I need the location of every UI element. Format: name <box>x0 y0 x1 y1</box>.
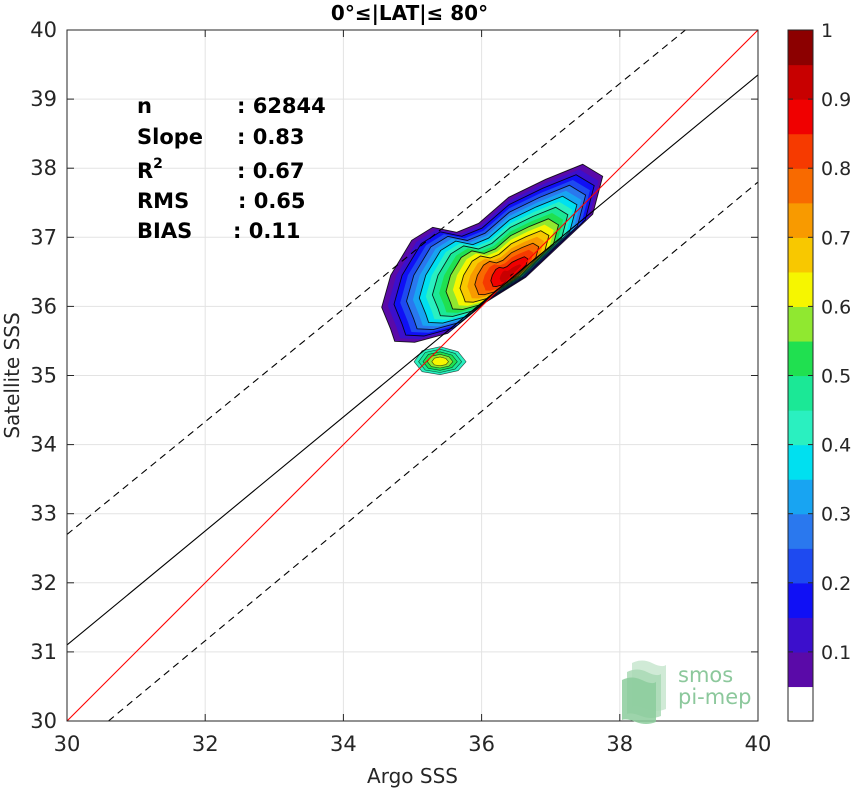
stat-label-bias: BIAS <box>137 219 192 243</box>
colorbar-tick-label-2: 0.3 <box>821 504 851 526</box>
colorbar-bin-5 <box>788 513 813 549</box>
y-tick-label-3: 33 <box>30 502 57 526</box>
logo-text-smos: smos <box>678 663 733 687</box>
x-tick-label-1: 32 <box>192 732 219 756</box>
lower-bound-line <box>108 181 758 721</box>
ticks <box>66 29 759 722</box>
colorbar-tick-label-1: 0.2 <box>821 573 851 595</box>
x-tick-label-2: 34 <box>330 732 357 756</box>
y-tick-label-1: 31 <box>30 640 57 664</box>
y-tick-label-5: 35 <box>30 364 57 388</box>
y-tick-label-9: 39 <box>30 87 57 111</box>
x-tick-label-5: 40 <box>745 732 772 756</box>
identity-line <box>67 30 758 721</box>
colorbar-bin-14 <box>788 202 813 238</box>
colorbar-tick-label-0: 0.1 <box>821 642 851 664</box>
y-tick-label-8: 38 <box>30 156 57 180</box>
colorbar-bin-4 <box>788 548 813 584</box>
colorbar-bin-17 <box>788 99 813 135</box>
density-contour-18 <box>499 264 522 282</box>
x-tick-label-3: 36 <box>468 732 495 756</box>
colorbar-tick-label-4: 0.5 <box>821 366 851 388</box>
y-tick-label-6: 36 <box>30 294 57 318</box>
y-tick-label-2: 32 <box>30 571 57 595</box>
colorbar-bin-15 <box>788 168 813 204</box>
x-axis-label: Argo SSS <box>367 764 458 788</box>
x-tick-label-0: 30 <box>54 732 81 756</box>
colorbar-bin-6 <box>788 479 813 515</box>
stat-value-rms: : 0.65 <box>238 189 306 213</box>
colorbar-bin-3 <box>788 582 813 618</box>
colorbar-bin-1 <box>788 651 813 688</box>
colorbar-bin-11 <box>788 306 813 342</box>
colorbar-tick-label-3: 0.4 <box>821 435 851 457</box>
colorbar-bin-7 <box>788 444 813 480</box>
colorbar-bin-2 <box>788 617 813 653</box>
colorbar-tick-label-8: 0.9 <box>821 89 851 111</box>
stat-label-superscript: 2 <box>153 156 163 172</box>
colorbar-bin-12 <box>788 271 813 307</box>
stat-label-slope: Slope <box>137 125 203 149</box>
y-tick-label-7: 37 <box>30 225 57 249</box>
logo-wave-icon-2 <box>622 677 656 724</box>
colorbar-bin-18 <box>788 64 813 100</box>
colorbar-bin-13 <box>788 237 813 273</box>
colorbar-bin-0 <box>788 686 813 722</box>
stat-value-r: : 0.67 <box>237 159 305 183</box>
colorbar-bin-19 <box>788 30 813 66</box>
grid <box>66 29 759 722</box>
x-tick-label-4: 38 <box>606 732 633 756</box>
stat-value-n: : 62844 <box>237 94 326 118</box>
upper-bound-line <box>67 30 686 535</box>
colorbar-tick-label-6: 0.7 <box>821 227 851 249</box>
density-lobe-11 <box>431 356 449 367</box>
colorbar-tick-label-7: 0.8 <box>821 158 851 180</box>
colorbar-tick-label-5: 0.6 <box>821 296 851 318</box>
stat-value-bias: : 0.11 <box>233 219 301 243</box>
stat-label-n: n <box>137 94 152 118</box>
stat-value-slope: : 0.83 <box>237 125 305 149</box>
colorbar-bin-9 <box>788 375 813 411</box>
reference-lines <box>67 30 758 721</box>
y-tick-label-10: 40 <box>30 18 57 42</box>
stat-label-rms: RMS <box>137 189 189 213</box>
density-contours <box>381 163 604 376</box>
y-tick-label-0: 30 <box>30 709 57 733</box>
chart-title: 0°≤|LAT|≤ 80° <box>331 1 488 25</box>
colorbar-tick-label-9: 1 <box>821 20 833 42</box>
logo-text-pi-mep: pi-mep <box>678 685 751 709</box>
regression-line <box>67 74 758 646</box>
colorbar-bin-16 <box>788 133 813 169</box>
colorbar: 0.1 0.2 0.3 0.4 0.5 0.6 0.7 0.8 0.9 1 <box>787 20 851 722</box>
y-tick-label-4: 34 <box>30 433 57 457</box>
colorbar-bin-10 <box>788 340 813 377</box>
y-axis-label: Satellite SSS <box>0 312 24 438</box>
colorbar-bin-8 <box>788 410 813 446</box>
